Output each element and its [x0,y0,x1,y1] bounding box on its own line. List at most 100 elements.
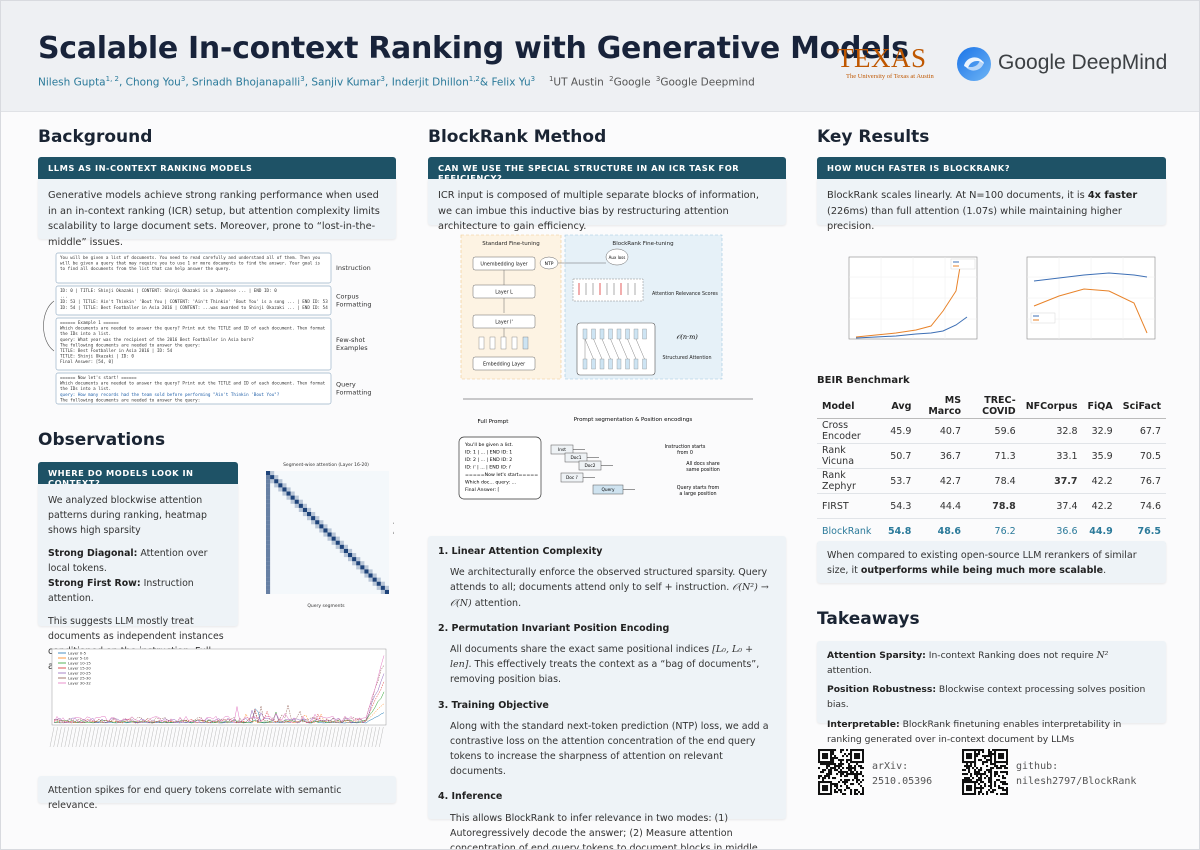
x-tick [268,726,273,748]
heatmap-cell [315,524,320,529]
x-tick [286,726,292,748]
qr-module [818,755,821,758]
qr-module [824,761,827,764]
separator: , [385,76,389,89]
qr-module [974,749,977,752]
caption: Attention spikes for end query tokens co… [38,776,396,811]
x-tick [242,726,247,748]
qr-module [856,761,859,764]
qr-module [836,765,839,768]
qr-module [862,755,864,758]
qr-module [970,779,973,782]
qr-module [978,793,981,795]
qr-module [962,793,965,795]
qr-module [1000,793,1003,795]
qr-module [998,775,1001,778]
heatmap-cell [278,479,283,484]
qr-module [998,767,1001,770]
heatmap-cell [266,557,271,562]
table-cell: 78.4 [966,468,1021,494]
qr-code[interactable] [962,749,1008,795]
qr-module [830,767,833,770]
x-tick [123,726,129,748]
x-tick [68,726,73,748]
qr-module [860,793,863,795]
x-tick [323,726,329,748]
qr-module [962,791,965,794]
prompt-line: will be given a query that may require y… [60,261,321,266]
qr-module [1004,783,1007,786]
qr-module [978,749,981,752]
x-tick [297,726,303,748]
x-tick [312,726,317,748]
qr-module [1004,781,1007,784]
qr-module [850,793,853,795]
heatmap-cell [319,524,324,529]
heatmap-cell [335,540,340,545]
link[interactable]: arXiv: 2510.05396 [872,759,932,789]
prompt-line: ====== Example 1 ====== [60,320,119,325]
heatmap-cell [290,495,295,500]
qr-module [962,773,965,776]
qr-module [990,775,993,778]
text: When compared to existing open-source LL… [827,550,1137,577]
x-tick [94,726,99,748]
qr-module [860,749,863,752]
aux-node [605,248,629,266]
author-affiliation: 1, 2 [105,75,119,83]
qr-module [818,767,821,770]
link[interactable]: github: nilesh2797/BlockRank [1016,759,1136,789]
table-cell: 42.2 [1082,493,1118,519]
qr-module [992,789,995,792]
token [591,358,596,370]
qr-module [826,787,829,790]
heatmap-cell [270,479,275,484]
qr-module [982,793,985,795]
heatmap-cell [266,524,271,529]
qr-module [964,779,967,782]
qr-module [970,789,973,792]
qr-module [856,755,859,758]
table-cell: 32.9 [1082,418,1118,444]
qr-module [862,753,864,756]
qr-module [984,761,987,764]
qr-module [986,769,989,772]
panel-title: BlockRank Fine-tuning [612,241,673,247]
qr-module [828,781,831,784]
qr-module [976,787,979,790]
heatmap-cell [298,499,303,504]
qr-module [834,769,837,772]
qr-module [994,789,997,792]
qr-module [962,787,965,790]
qr-module [978,753,981,756]
text: a large position [679,491,716,497]
qr-module [840,785,843,788]
heatmap-cell [327,536,332,541]
text: Query starts from [677,485,720,491]
qr-module [828,771,831,774]
qr-module [842,767,845,770]
heatmap-cell [266,491,271,496]
author-name: Nilesh Gupta [38,76,106,89]
qr-module [978,777,981,780]
qr-module [966,749,969,752]
qr-module [822,779,825,782]
text: Examples [336,344,368,352]
qr-module [966,761,969,764]
qr-code[interactable] [818,749,864,795]
prompt-line: ID: 1 | ... | END ID: 1 [465,450,512,456]
qr-module [998,757,1001,760]
text [849,257,977,339]
bold-text: Strong First Row: [48,578,141,590]
note: Structured Attention [662,355,711,361]
qr-module [832,757,835,760]
qr-module [854,755,857,758]
heatmap-cell [368,577,373,582]
text: 𝒪(N²) → 𝒪(N) [450,582,769,609]
panel-title: Prompt segmentation & Position encodings [574,417,693,423]
heatmap-cell [311,520,316,525]
qr-module [978,787,981,790]
table-cell: 76.5 [1117,518,1166,544]
qr-module [820,771,823,774]
qr-module [966,767,969,770]
